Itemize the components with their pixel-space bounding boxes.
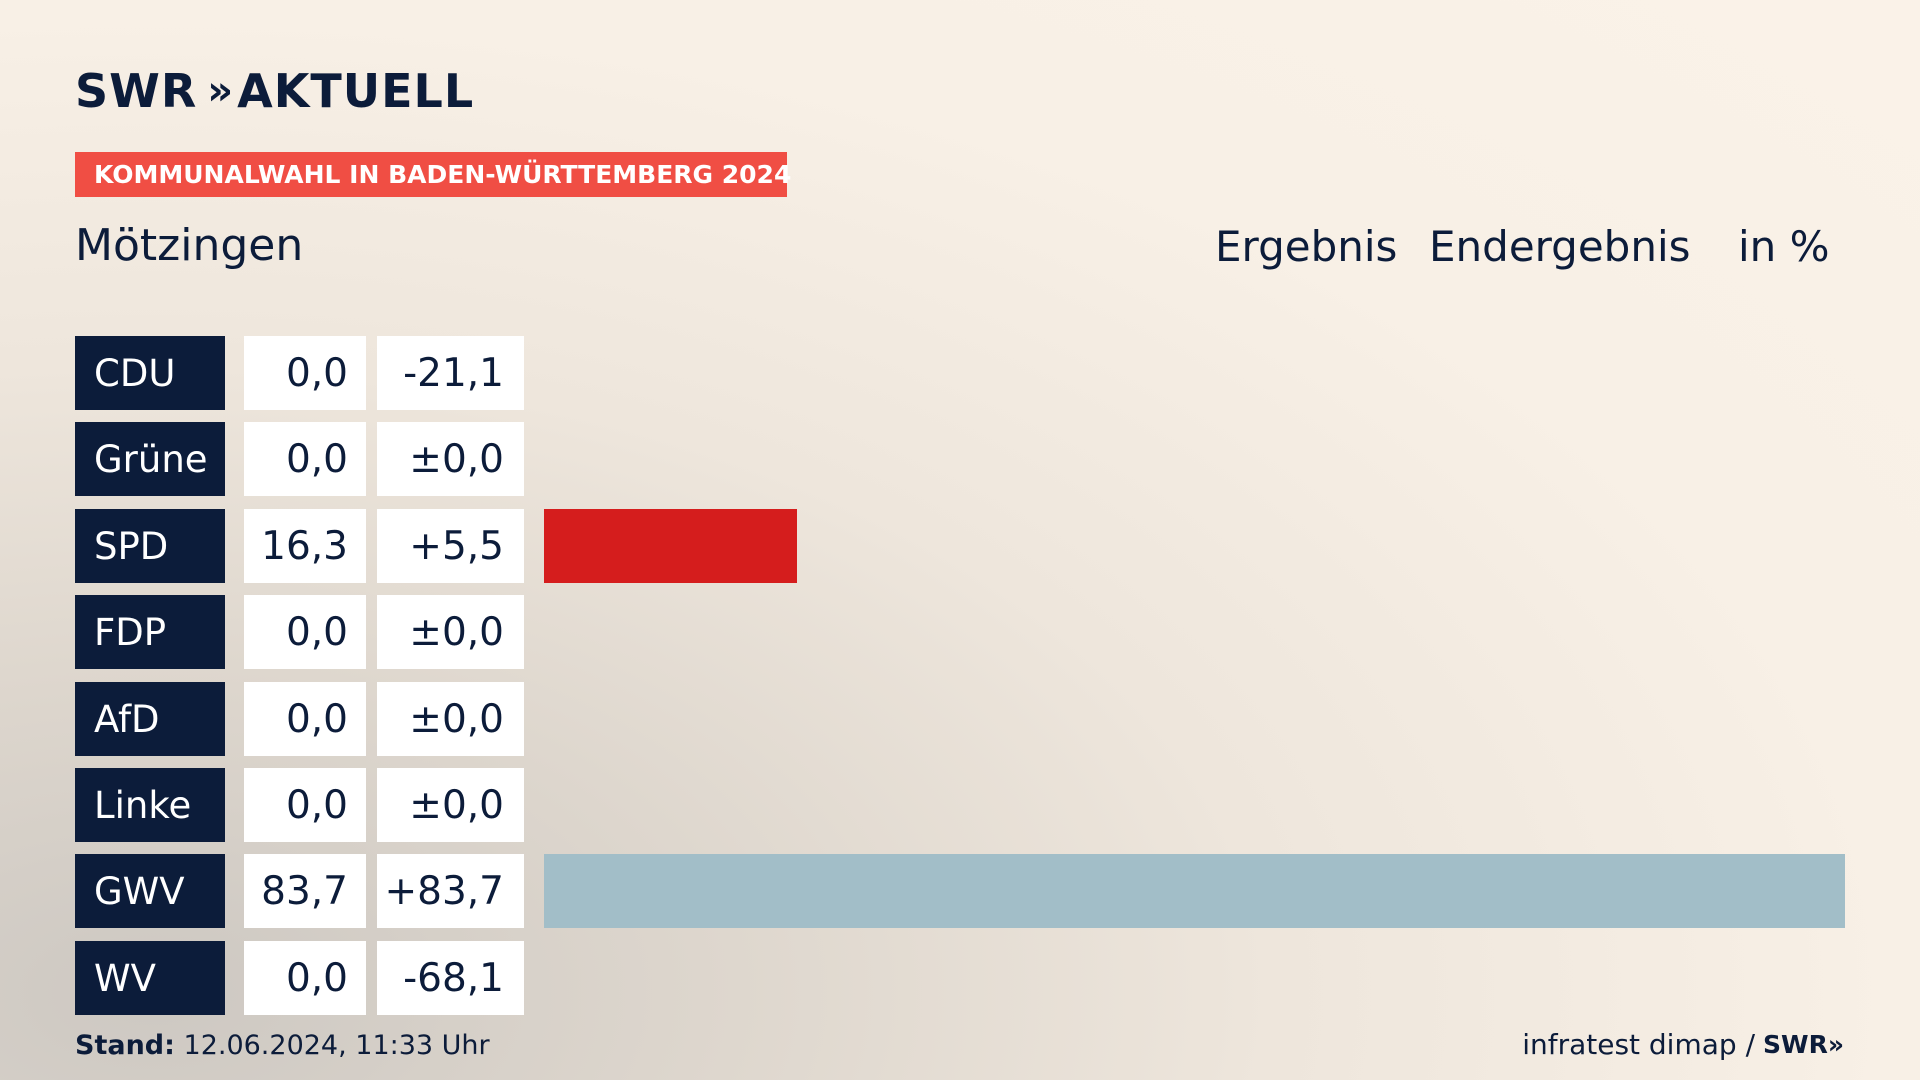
place-title: Mötzingen xyxy=(75,220,304,271)
party-label: AfD xyxy=(75,682,225,756)
party-label: Linke xyxy=(75,768,225,842)
result-value: 0,0 xyxy=(244,768,366,842)
swr-small-logo: SWR» xyxy=(1763,1030,1844,1059)
result-diff: +5,5 xyxy=(377,509,524,583)
result-diff: +83,7 xyxy=(377,854,524,928)
result-value: 0,0 xyxy=(244,595,366,669)
result-diff: ±0,0 xyxy=(377,595,524,669)
column-header-result: Ergebnis xyxy=(1215,222,1398,271)
result-value: 83,7 xyxy=(244,854,366,928)
party-label: CDU xyxy=(75,336,225,410)
source-credit: infratest dimap / SWR» xyxy=(1522,1028,1844,1061)
logo-aktuell-text: AKTUELL xyxy=(237,64,475,118)
result-value: 0,0 xyxy=(244,336,366,410)
party-label: Grüne xyxy=(75,422,225,496)
result-value: 0,0 xyxy=(244,941,366,1015)
result-diff: ±0,0 xyxy=(377,422,524,496)
result-value: 16,3 xyxy=(244,509,366,583)
result-diff: ±0,0 xyxy=(377,768,524,842)
party-label: WV xyxy=(75,941,225,1015)
party-label: SPD xyxy=(75,509,225,583)
election-badge: KOMMUNALWAHL IN BADEN-WÜRTTEMBERG 2024 xyxy=(75,152,791,197)
result-value: 0,0 xyxy=(244,422,366,496)
party-label: FDP xyxy=(75,595,225,669)
result-diff: -21,1 xyxy=(377,336,524,410)
result-diff: -68,1 xyxy=(377,941,524,1015)
result-diff: ±0,0 xyxy=(377,682,524,756)
party-label: GWV xyxy=(75,854,225,928)
result-bar xyxy=(544,509,797,583)
timestamp-label: Stand: xyxy=(75,1030,175,1061)
timestamp-value: 12.06.2024, 11:33 Uhr xyxy=(183,1030,490,1061)
swr-aktuell-logo: SWR » AKTUELL xyxy=(75,64,474,118)
result-value: 0,0 xyxy=(244,682,366,756)
column-header-unit: in % xyxy=(1738,222,1830,271)
timestamp: Stand: 12.06.2024, 11:33 Uhr xyxy=(75,1030,490,1061)
column-header-status: Endergebnis xyxy=(1429,222,1691,271)
logo-swr-text: SWR xyxy=(75,64,198,118)
result-bar xyxy=(544,854,1845,928)
logo-double-chevron-icon: » xyxy=(207,68,233,114)
source-text: infratest dimap / xyxy=(1522,1028,1756,1061)
